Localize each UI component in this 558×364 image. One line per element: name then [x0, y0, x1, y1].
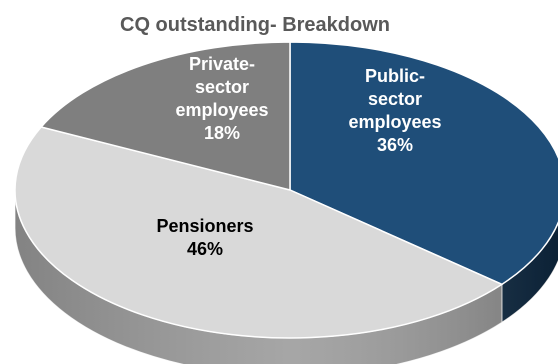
data-label-line: sector — [368, 89, 422, 109]
data-label-line: Public- — [365, 66, 425, 86]
data-label-line: sector — [195, 77, 249, 97]
data-label-line: employees — [175, 100, 268, 120]
data-label-line: Private- — [189, 54, 255, 74]
data-label-line: Pensioners — [156, 216, 253, 236]
data-label-line: 18% — [204, 123, 240, 143]
data-label-line: employees — [348, 112, 441, 132]
pie-slice-pensioners — [14, 126, 504, 339]
data-label-pensioners: Pensioners 46% — [156, 216, 253, 259]
pie-slice-public-sector-employees — [289, 41, 558, 286]
pie-slice-private-sector-employees — [39, 41, 291, 191]
data-label-public-sector-employees: Public-sector employees 36% — [348, 66, 441, 155]
data-label-line: 36% — [377, 135, 413, 155]
chart-title: CQ outstanding- Breakdown — [120, 14, 390, 36]
data-label-private-sector-employees: Private-sector employees 18% — [175, 54, 268, 143]
data-label-line: 46% — [187, 239, 223, 259]
